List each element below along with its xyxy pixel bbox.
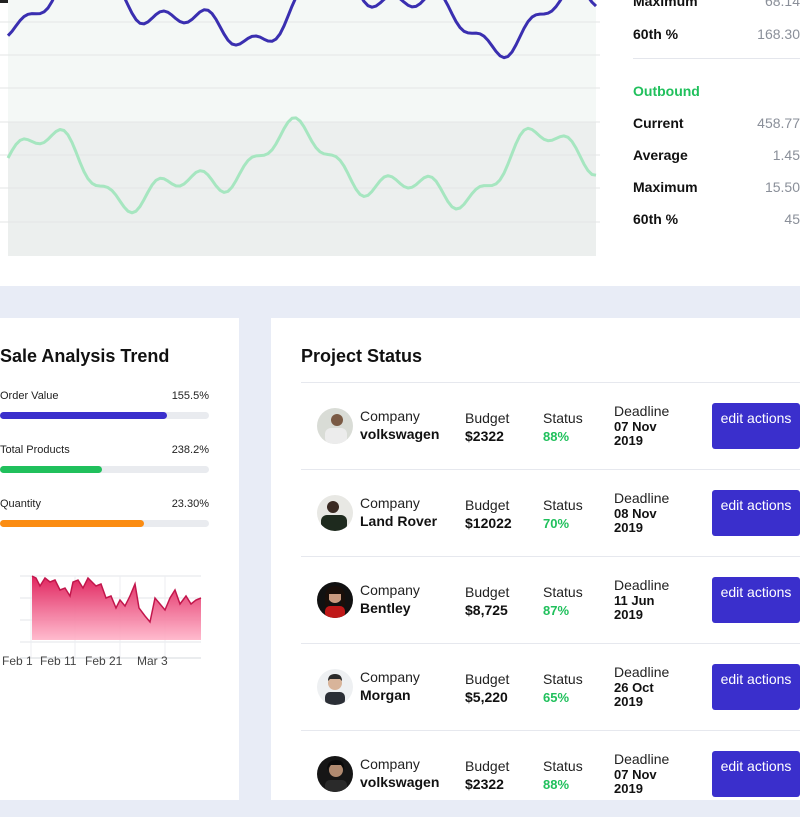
company-name: Morgan: [360, 687, 411, 703]
edit-actions-button[interactable]: edit actions: [712, 490, 800, 536]
stat-label-current: Current: [633, 115, 684, 131]
budget-value: $8,725: [465, 602, 508, 618]
progress-fill-quantity: [0, 520, 145, 527]
avatar: [317, 756, 353, 792]
outbound-heading: Outbound: [633, 83, 700, 99]
budget-label: Budget: [465, 410, 510, 426]
edit-actions-button[interactable]: edit actions: [712, 751, 800, 797]
table-row: Company Bentley Budget $8,725 Status 87%…: [301, 556, 800, 643]
status-value: 88%: [543, 777, 570, 792]
network-traffic-card: Maximum 68.14 60th % 168.30 Outbound Cur…: [0, 0, 800, 286]
stat-value-current: 458.77: [757, 115, 800, 131]
bar-pct-total-products: 238.2%: [171, 444, 209, 456]
company-label: Company: [360, 408, 420, 424]
stat-value-maximum: 15.50: [764, 179, 800, 195]
status-value: 88%: [543, 429, 570, 444]
stat-value-maximum-inbound: 68.14: [764, 0, 800, 9]
traffic-stats-panel: Maximum 68.14 60th % 168.30 Outbound Cur…: [633, 0, 800, 256]
deadline-value: 08 Nov 2019: [614, 506, 657, 535]
outbound-area: [8, 122, 596, 256]
company-label: Company: [360, 495, 420, 511]
project-status-title: Project Status: [301, 346, 423, 366]
table-row: Company Land Rover Budget $12022 Status …: [301, 469, 800, 556]
edit-actions-button[interactable]: edit actions: [712, 403, 800, 449]
deadline-label: Deadline: [614, 403, 670, 419]
edit-actions-button[interactable]: edit actions: [712, 577, 800, 623]
budget-value: $2322: [465, 428, 504, 444]
status-label: Status: [543, 584, 583, 600]
deadline-label: Deadline: [614, 490, 670, 506]
company-name: Bentley: [360, 600, 411, 616]
deadline-label: Deadline: [614, 577, 670, 593]
deadline-value: 11 Jun 2019: [614, 593, 655, 622]
inbound-series-line: [6, 0, 598, 60]
bar-pct-quantity: 23.30%: [171, 498, 209, 510]
bar-label-total-products: Total Products: [0, 444, 70, 456]
status-value: 87%: [543, 603, 570, 618]
sale-analysis-title: Sale Analysis Trend: [0, 346, 170, 366]
progress-bar-order-value: [0, 412, 209, 419]
budget-label: Budget: [465, 584, 510, 600]
sales-trend-area-chart: [20, 575, 202, 659]
outbound-series-line: [6, 116, 597, 215]
company-label: Company: [360, 582, 420, 598]
deadline-value: 26 Oct 2019: [614, 680, 654, 709]
stat-value-60th-inbound: 168.30: [757, 26, 800, 42]
progress-bar-quantity: [0, 520, 209, 527]
stat-value-average: 1.45: [772, 147, 800, 163]
company-name: volkswagen: [360, 774, 440, 790]
company-label: Company: [360, 756, 420, 772]
deadline-label: Deadline: [614, 751, 670, 767]
company-label: Company: [360, 669, 420, 685]
deadline-value: 07 Nov 2019: [614, 419, 657, 448]
table-row: Company volkswagen Budget $2322 Status 8…: [301, 730, 800, 817]
stat-value-60th: 45: [784, 211, 800, 227]
tick-label-mar-3: Mar 3: [137, 654, 168, 668]
status-label: Status: [543, 758, 583, 774]
project-status-card: Project Status Company volkswagen Budget…: [271, 318, 800, 800]
progress-fill-order-value: [0, 412, 168, 419]
status-label: Status: [543, 497, 583, 513]
bar-label-quantity: Quantity: [0, 498, 41, 510]
bar-pct-order-value: 155.5%: [171, 390, 209, 402]
sale-analysis-card: Sale Analysis Trend Order Value 155.5% T…: [0, 318, 239, 800]
progress-fill-total-products: [0, 466, 103, 473]
budget-label: Budget: [465, 758, 510, 774]
stats-divider: [633, 58, 800, 59]
avatar: [317, 582, 353, 618]
sales-trend-line: [31, 575, 202, 624]
stat-label-60th: 60th %: [633, 211, 679, 227]
status-label: Status: [543, 671, 583, 687]
company-name: volkswagen: [360, 426, 440, 442]
edit-actions-button[interactable]: edit actions: [712, 664, 800, 710]
stat-label-average: Average: [633, 147, 688, 163]
progress-bar-total-products: [0, 466, 209, 473]
bar-label-order-value: Order Value: [0, 390, 59, 402]
avatar: [317, 495, 353, 531]
status-value: 65%: [543, 690, 570, 705]
deadline-label: Deadline: [614, 664, 670, 680]
company-name: Land Rover: [360, 513, 438, 529]
stat-label-60th-inbound: 60th %: [633, 26, 679, 42]
tick-label-feb-11: Feb 11: [40, 654, 77, 668]
status-value: 70%: [543, 516, 570, 531]
network-traffic-chart: [0, 0, 600, 256]
table-row: Company volkswagen Budget $2322 Status 8…: [301, 382, 800, 469]
budget-value: $12022: [465, 515, 512, 531]
avatar: [317, 408, 353, 444]
avatar: [317, 669, 353, 705]
budget-value: $5,220: [465, 689, 508, 705]
deadline-value: 07 Nov 2019: [614, 767, 657, 796]
budget-label: Budget: [465, 671, 510, 687]
tick-label-feb-1: Feb 1: [2, 654, 33, 668]
stat-label-maximum-inbound: Maximum: [633, 0, 698, 9]
table-row: Company Morgan Budget $5,220 Status 65% …: [301, 643, 800, 730]
tick-label-feb-21: Feb 21: [85, 654, 123, 668]
stat-label-maximum: Maximum: [633, 179, 698, 195]
status-label: Status: [543, 410, 583, 426]
budget-label: Budget: [465, 497, 510, 513]
budget-value: $2322: [465, 776, 504, 792]
